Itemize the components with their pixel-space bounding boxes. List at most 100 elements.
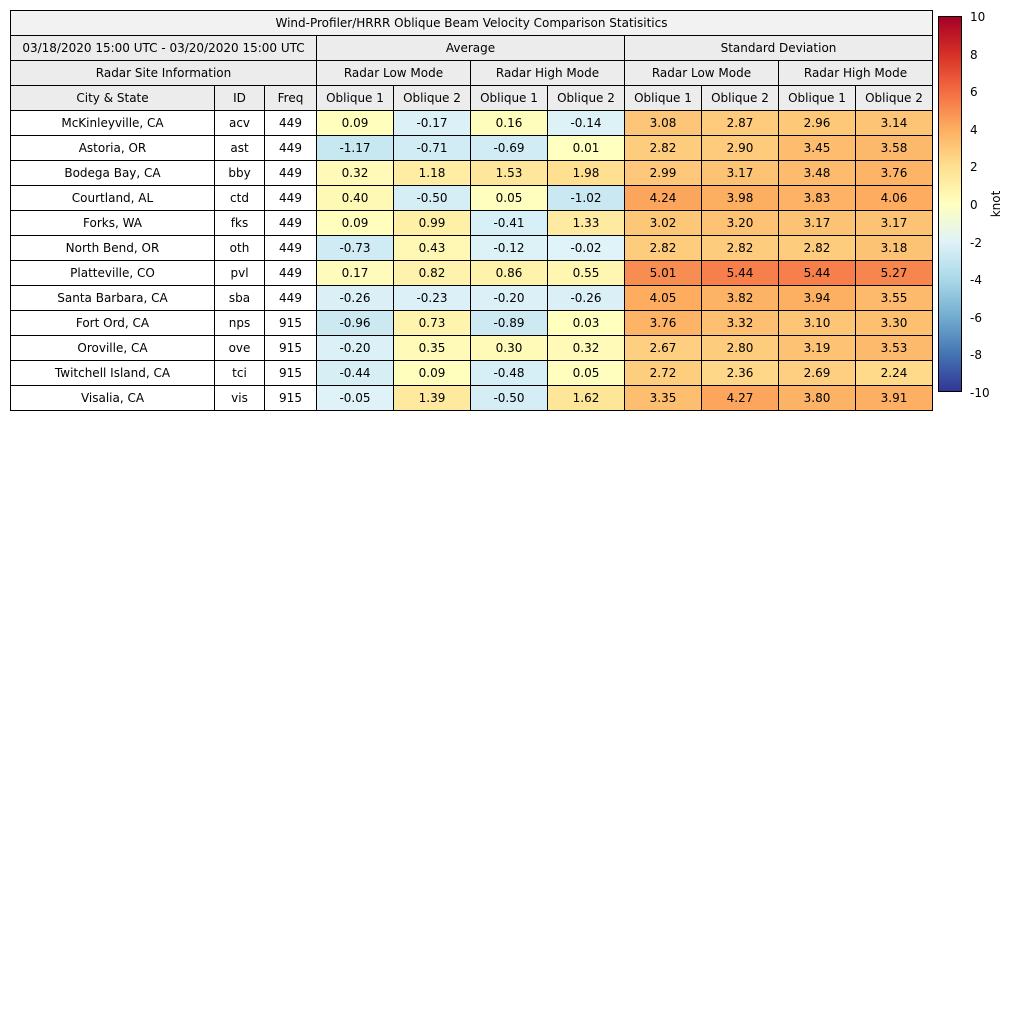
group-standard-deviation: Standard Deviation <box>624 35 933 61</box>
col-avg-high-oblique2: Oblique 2 <box>547 85 625 111</box>
cell-value: 3.17 <box>701 160 779 186</box>
cell-value: -0.71 <box>393 135 471 161</box>
cell-freq: 449 <box>264 285 317 311</box>
cell-value: 2.82 <box>778 235 856 261</box>
cell-value: -0.02 <box>547 235 625 261</box>
cell-value: 2.82 <box>701 235 779 261</box>
colorbar-tick-label: -10 <box>970 386 990 400</box>
cell-value: 4.24 <box>624 185 702 211</box>
cell-value: 3.82 <box>701 285 779 311</box>
cell-value: 2.69 <box>778 360 856 386</box>
cell-value: 3.80 <box>778 385 856 411</box>
cell-value: 4.06 <box>855 185 933 211</box>
cell-value: -0.73 <box>316 235 394 261</box>
cell-value: 0.40 <box>316 185 394 211</box>
cell-value: 3.19 <box>778 335 856 361</box>
cell-id: fks <box>214 210 265 236</box>
cell-value: 5.01 <box>624 260 702 286</box>
cell-value: 1.18 <box>393 160 471 186</box>
cell-freq: 449 <box>264 235 317 261</box>
cell-value: 0.73 <box>393 310 471 336</box>
cell-freq: 449 <box>264 135 317 161</box>
cell-value: 0.01 <box>547 135 625 161</box>
cell-value: -0.44 <box>316 360 394 386</box>
cell-id: tci <box>214 360 265 386</box>
cell-id: ove <box>214 335 265 361</box>
cell-value: 2.36 <box>701 360 779 386</box>
col-avg-high-oblique1: Oblique 1 <box>470 85 548 111</box>
cell-city-state: Santa Barbara, CA <box>10 285 215 311</box>
cell-value: -0.48 <box>470 360 548 386</box>
cell-value: 3.83 <box>778 185 856 211</box>
cell-value: 3.58 <box>855 135 933 161</box>
cell-value: 0.43 <box>393 235 471 261</box>
cell-value: -0.20 <box>470 285 548 311</box>
column-header-row: City & State ID Freq Oblique 1 Oblique 2… <box>10 85 933 111</box>
col-std-low-oblique2: Oblique 2 <box>701 85 779 111</box>
cell-value: 3.91 <box>855 385 933 411</box>
cell-value: 3.53 <box>855 335 933 361</box>
cell-value: 3.35 <box>624 385 702 411</box>
cell-city-state: Courtland, AL <box>10 185 215 211</box>
col-avg-low-oblique2: Oblique 2 <box>393 85 471 111</box>
cell-value: 4.27 <box>701 385 779 411</box>
cell-value: -0.17 <box>393 110 471 136</box>
cell-freq: 449 <box>264 260 317 286</box>
cell-value: 5.44 <box>778 260 856 286</box>
cell-value: 2.82 <box>624 135 702 161</box>
colorbar-tick-label: -8 <box>970 348 982 363</box>
cell-freq: 915 <box>264 385 317 411</box>
date-range: 03/18/2020 15:00 UTC - 03/20/2020 15:00 … <box>10 35 317 61</box>
cell-value: 2.24 <box>855 360 933 386</box>
colorbar: 10 8 6 4 2 0 -2 -4 -6 -8 -10 knot <box>938 10 1003 400</box>
cell-value: 2.90 <box>701 135 779 161</box>
cell-value: -0.26 <box>547 285 625 311</box>
cell-value: 3.02 <box>624 210 702 236</box>
avg-radar-high-mode: Radar High Mode <box>470 60 625 86</box>
cell-value: 0.09 <box>316 110 394 136</box>
col-city-state: City & State <box>10 85 215 111</box>
cell-city-state: North Bend, OR <box>10 235 215 261</box>
cell-value: 5.27 <box>855 260 933 286</box>
cell-value: 1.53 <box>470 160 548 186</box>
cell-value: 0.86 <box>470 260 548 286</box>
cell-value: 0.30 <box>470 335 548 361</box>
colorbar-tick-label: 0 <box>970 198 978 212</box>
cell-id: acv <box>214 110 265 136</box>
cell-value: -0.50 <box>470 385 548 411</box>
cell-freq: 915 <box>264 310 317 336</box>
table-row: Twitchell Island, CA tci 915 -0.44 0.09 -0.48… <box>10 360 933 386</box>
colorbar-unit-label: knot <box>989 190 1003 218</box>
cell-city-state: Forks, WA <box>10 210 215 236</box>
cell-city-state: McKinleyville, CA <box>10 110 215 136</box>
col-std-high-oblique2: Oblique 2 <box>855 85 933 111</box>
std-radar-low-mode: Radar Low Mode <box>624 60 779 86</box>
cell-value: 0.32 <box>316 160 394 186</box>
colorbar-tick-label: -2 <box>970 235 982 250</box>
table-row: Santa Barbara, CA sba 449 -0.26 -0.23 -0.20 -0… <box>10 285 933 311</box>
cell-value: 3.20 <box>701 210 779 236</box>
cell-id: sba <box>214 285 265 311</box>
cell-value: 2.67 <box>624 335 702 361</box>
table-row: Forks, WA fks 449 0.09 0.99 -0.41 1.33 3.02 3.20… <box>10 210 933 236</box>
cell-city-state: Platteville, CO <box>10 260 215 286</box>
cell-city-state: Fort Ord, CA <box>10 310 215 336</box>
cell-value: 0.03 <box>547 310 625 336</box>
cell-value: 2.82 <box>624 235 702 261</box>
cell-value: 3.14 <box>855 110 933 136</box>
cell-value: 1.98 <box>547 160 625 186</box>
cell-value: -0.05 <box>316 385 394 411</box>
cell-value: -0.69 <box>470 135 548 161</box>
cell-value: 4.05 <box>624 285 702 311</box>
cell-value: -0.41 <box>470 210 548 236</box>
title-row: Wind-Profiler/HRRR Oblique Beam Velocity… <box>10 10 933 36</box>
cell-value: -0.14 <box>547 110 625 136</box>
cell-city-state: Astoria, OR <box>10 135 215 161</box>
cell-freq: 915 <box>264 360 317 386</box>
cell-value: 3.32 <box>701 310 779 336</box>
cell-value: 3.76 <box>855 160 933 186</box>
cell-freq: 449 <box>264 110 317 136</box>
colorbar-tick-label: 4 <box>970 122 978 137</box>
cell-value: -0.20 <box>316 335 394 361</box>
cell-city-state: Bodega Bay, CA <box>10 160 215 186</box>
